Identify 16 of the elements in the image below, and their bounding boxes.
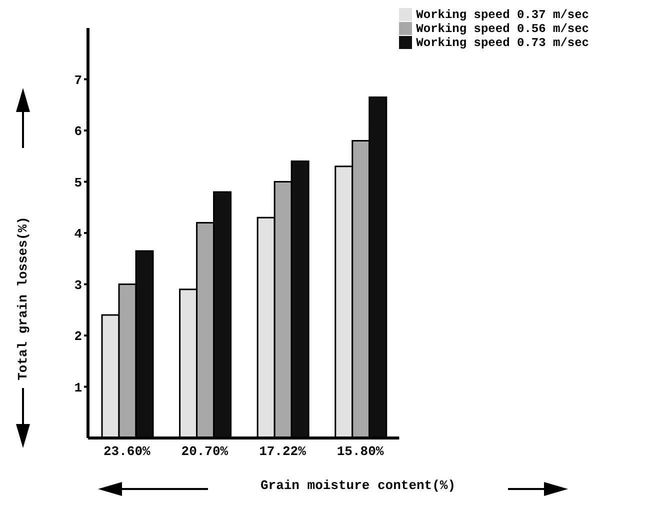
legend-label: Working speed 0.37 m/sec	[416, 8, 589, 22]
x-tick-label: 20.70%	[181, 444, 228, 460]
legend-label: Working speed 0.73 m/sec	[416, 36, 589, 50]
y-tick-label: 4	[74, 226, 82, 242]
x-tick-label: 15.80%	[336, 444, 384, 460]
y-tick-label: 1	[74, 380, 82, 396]
y-tick-label: 7	[74, 72, 82, 88]
y-tick-label: 3	[74, 278, 82, 293]
x-axis-title: Grain moisture content(%)	[259, 478, 457, 493]
x-tick-label: 17.22%	[259, 444, 306, 460]
y-tick-label: 6	[74, 124, 82, 140]
legend-label: Working speed 0.56 m/sec	[416, 22, 589, 36]
y-axis-title: Total grain losses(%)	[16, 216, 31, 380]
x-tick-label: 23.60%	[103, 444, 150, 460]
y-tick-label: 2	[74, 329, 82, 344]
y-tick-label: 5	[74, 175, 82, 190]
